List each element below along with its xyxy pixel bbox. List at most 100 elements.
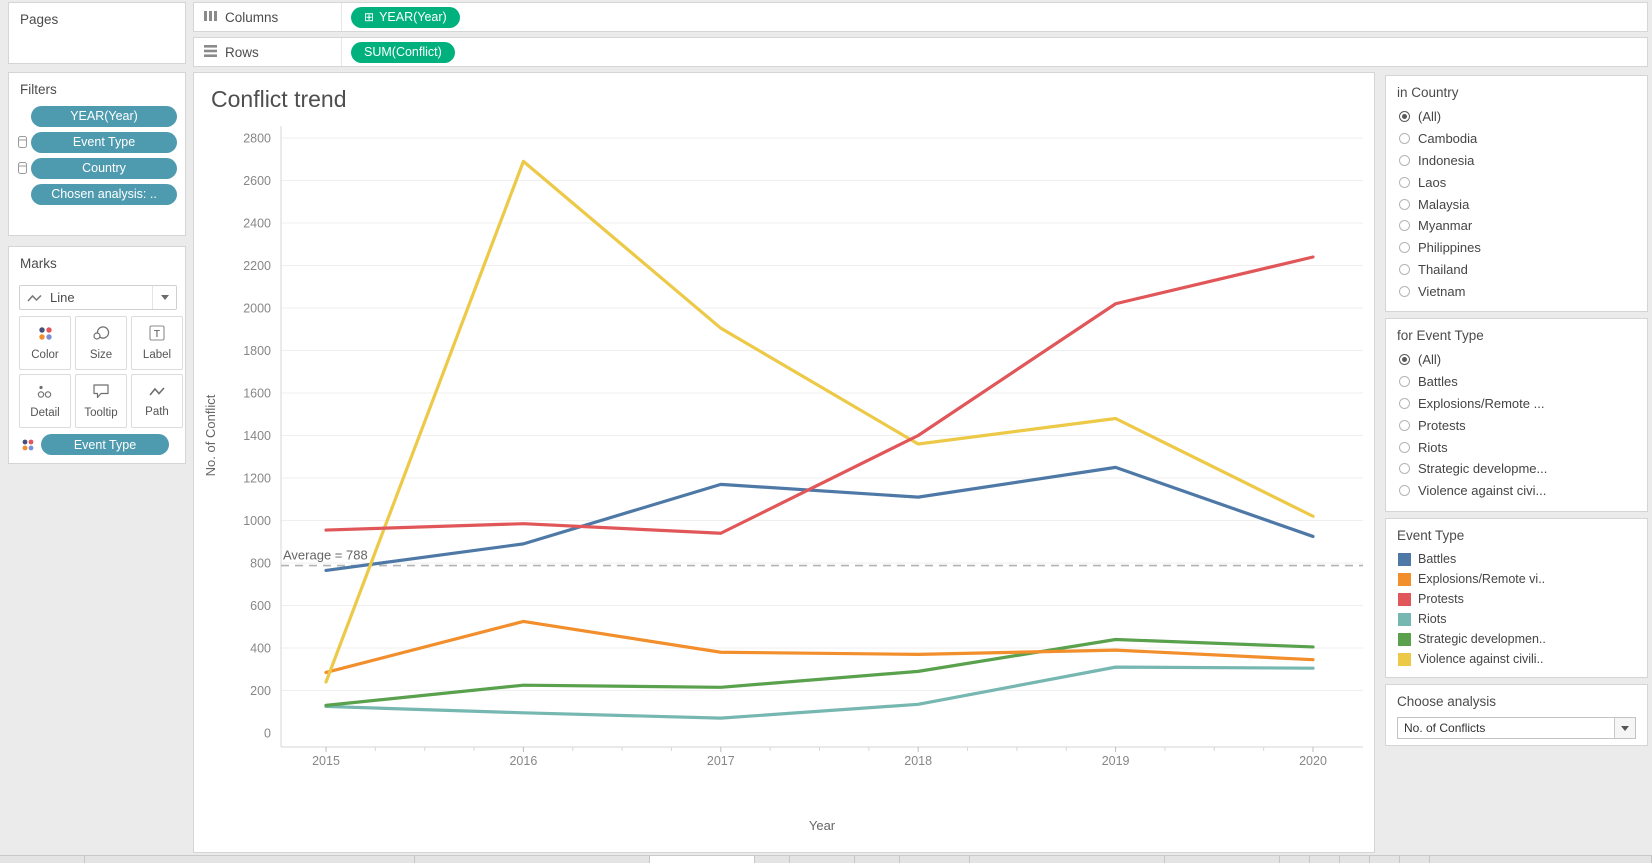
sheet-tab[interactable] xyxy=(970,856,1165,863)
rows-icon xyxy=(204,44,217,60)
country-option-all[interactable]: (All) xyxy=(1386,106,1647,128)
path-button[interactable]: Path xyxy=(131,374,183,428)
sheet-tab[interactable] xyxy=(1280,856,1310,863)
radio-icon[interactable] xyxy=(1399,397,1410,409)
sheet-tab[interactable] xyxy=(1430,856,1652,863)
sheet-tab[interactable] xyxy=(790,856,855,863)
y-tick-label: 2600 xyxy=(243,174,271,188)
sheet-tab[interactable] xyxy=(85,856,415,863)
radio-icon[interactable] xyxy=(1399,354,1410,366)
rows-pill-label: SUM(Conflict) xyxy=(364,45,442,59)
legend-item-protests[interactable]: Protests xyxy=(1386,589,1647,609)
country-option-thailand[interactable]: Thailand xyxy=(1386,259,1647,281)
series-line-protests[interactable] xyxy=(324,255,1315,535)
radio-label: Cambodia xyxy=(1418,131,1478,147)
sheet-tab[interactable] xyxy=(1165,856,1280,863)
filters-shelf[interactable]: Filters YEAR(Year) Event Type Country Chose… xyxy=(8,72,186,236)
legend-item-explosions-remote-vi[interactable]: Explosions/Remote vi.. xyxy=(1386,569,1647,589)
detail-icon xyxy=(37,384,53,404)
columns-shelf[interactable]: Columns ⊞ YEAR(Year) xyxy=(193,2,1648,32)
series-line-battles[interactable] xyxy=(324,465,1315,573)
trend-chart[interactable]: 0 200 400 600 800 1000 1200 1400 1600 1800 2000 220… xyxy=(194,73,1374,852)
legend-item-battles[interactable]: Battles xyxy=(1386,549,1647,569)
series-line-strategic-developments[interactable] xyxy=(324,637,1315,707)
event-type-option-all[interactable]: (All) xyxy=(1386,349,1647,371)
radio-label: (All) xyxy=(1418,109,1442,125)
event-type-legend-card: Event Type Battles Explosions/Remote vi..… xyxy=(1385,518,1648,678)
marks-event-type-pill[interactable]: Event Type xyxy=(41,434,169,455)
radio-icon[interactable] xyxy=(1399,111,1410,123)
mark-type-dropdown[interactable]: Line xyxy=(19,285,177,310)
radio-icon[interactable] xyxy=(1399,176,1410,188)
country-option-myanmar[interactable]: Myanmar xyxy=(1386,215,1647,237)
series-line-riots[interactable] xyxy=(324,665,1315,720)
event-type-option-riots[interactable]: Riots xyxy=(1386,436,1647,458)
sheet-tab[interactable] xyxy=(0,856,85,863)
filter-pill-country[interactable]: Country xyxy=(31,157,177,179)
sheet-tab[interactable] xyxy=(1340,856,1370,863)
radio-label: Violence against civi... xyxy=(1418,483,1547,499)
radio-icon[interactable] xyxy=(1399,441,1410,453)
sheet-tab[interactable] xyxy=(1370,856,1400,863)
radio-label: Vietnam xyxy=(1418,283,1466,299)
series-line-violence-against-civilians[interactable] xyxy=(324,159,1315,684)
sheet-tab[interactable] xyxy=(1310,856,1340,863)
color-button[interactable]: Color xyxy=(19,316,71,370)
analysis-dropdown[interactable]: No. of Conflicts xyxy=(1397,717,1636,739)
event-type-option-battles[interactable]: Battles xyxy=(1386,371,1647,393)
sheet-tab[interactable] xyxy=(855,856,900,863)
plus-box-icon: ⊞ xyxy=(364,10,375,24)
radio-icon[interactable] xyxy=(1399,463,1410,475)
y-tick-label: 1400 xyxy=(243,429,271,443)
tooltip-button[interactable]: Tooltip xyxy=(75,374,127,428)
event-type-option-violence-against-civi[interactable]: Violence against civi... xyxy=(1386,480,1647,502)
label-button[interactable]: T Label xyxy=(131,316,183,370)
radio-icon[interactable] xyxy=(1399,263,1410,275)
pages-shelf[interactable]: Pages xyxy=(8,2,186,64)
legend-label: Explosions/Remote vi.. xyxy=(1418,572,1546,586)
radio-icon[interactable] xyxy=(1399,198,1410,210)
event-type-option-strategic-developme[interactable]: Strategic developme... xyxy=(1386,458,1647,480)
legend-label: Battles xyxy=(1418,552,1457,566)
legend-item-strategic-developmen[interactable]: Strategic developmen.. xyxy=(1386,629,1647,649)
chart-card: Conflict trend 0 200 400 600 800 1000 1200 1400… xyxy=(193,72,1375,853)
radio-icon[interactable] xyxy=(1399,419,1410,431)
event-type-filter-card: for Event Type (All) Battles Explosions/Re… xyxy=(1385,318,1648,512)
size-button[interactable]: Size xyxy=(75,316,127,370)
country-option-laos[interactable]: Laos xyxy=(1386,171,1647,193)
columns-year-pill[interactable]: ⊞ YEAR(Year) xyxy=(351,6,460,28)
radio-icon[interactable] xyxy=(1399,376,1410,388)
sheet-tab[interactable] xyxy=(1400,856,1430,863)
filter-pill-event-type[interactable]: Event Type xyxy=(31,131,177,153)
radio-icon[interactable] xyxy=(1399,133,1410,145)
legend-swatch xyxy=(1398,572,1411,586)
series-line-explosions-remote-violence[interactable] xyxy=(324,619,1315,675)
radio-icon[interactable] xyxy=(1399,242,1410,254)
radio-icon[interactable] xyxy=(1399,154,1410,166)
radio-icon[interactable] xyxy=(1399,220,1410,232)
sheet-tab[interactable] xyxy=(900,856,970,863)
label-icon: T xyxy=(149,325,165,346)
rows-sum-conflict-pill[interactable]: SUM(Conflict) xyxy=(351,41,455,63)
country-option-indonesia[interactable]: Indonesia xyxy=(1386,150,1647,172)
filter-pill-chosen-analysis[interactable]: Chosen analysis: .. xyxy=(31,183,177,205)
country-option-philippines[interactable]: Philippines xyxy=(1386,237,1647,259)
event-type-option-explosions-remote[interactable]: Explosions/Remote ... xyxy=(1386,393,1647,415)
rows-shelf[interactable]: Rows SUM(Conflict) xyxy=(193,37,1648,67)
radio-icon[interactable] xyxy=(1399,285,1410,297)
country-option-cambodia[interactable]: Cambodia xyxy=(1386,128,1647,150)
country-option-vietnam[interactable]: Vietnam xyxy=(1386,280,1647,302)
radio-icon[interactable] xyxy=(1399,485,1410,497)
country-filter-card: in Country (All) Cambodia Indonesia Laos Mal… xyxy=(1385,75,1648,312)
country-option-malaysia[interactable]: Malaysia xyxy=(1386,193,1647,215)
sheet-tab-active[interactable] xyxy=(650,856,755,863)
filter-pill-year-year[interactable]: YEAR(Year) xyxy=(31,105,177,127)
sheet-tab[interactable] xyxy=(415,856,650,863)
legend-item-riots[interactable]: Riots xyxy=(1386,609,1647,629)
radio-label: Riots xyxy=(1418,439,1448,455)
event-type-option-protests[interactable]: Protests xyxy=(1386,414,1647,436)
legend-item-violence-against-civili[interactable]: Violence against civili.. xyxy=(1386,649,1647,669)
mark-type-value: Line xyxy=(50,290,75,305)
detail-button[interactable]: Detail xyxy=(19,374,71,428)
sheet-tab[interactable] xyxy=(755,856,790,863)
